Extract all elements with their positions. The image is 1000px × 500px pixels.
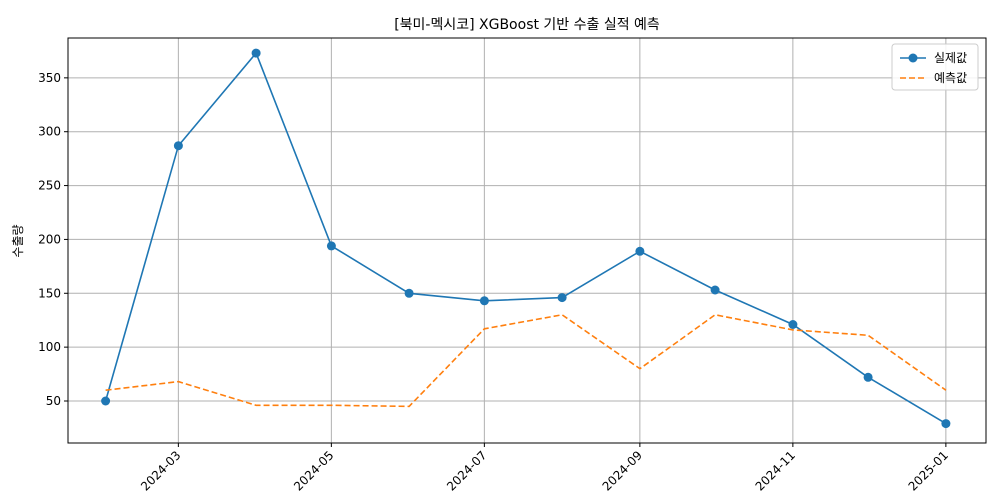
- x-tick-label: 2024-05: [291, 448, 336, 493]
- data-point: [479, 296, 489, 306]
- y-tick-label: 50: [46, 394, 61, 408]
- data-point: [173, 141, 183, 151]
- y-tick-label: 300: [38, 125, 61, 139]
- data-point: [404, 288, 414, 298]
- y-tick-label: 250: [38, 179, 61, 193]
- plot-area: [67, 37, 987, 444]
- data-point: [635, 246, 645, 256]
- legend-marker: [908, 53, 918, 63]
- axis-ticks: 50 100 150 200 250 300 350 2024-03 2024-05 2024-0…: [38, 71, 951, 494]
- data-point: [101, 396, 111, 406]
- data-point: [251, 48, 261, 58]
- series-layer: [101, 48, 951, 429]
- data-point: [710, 285, 720, 295]
- data-point: [557, 293, 567, 303]
- y-tick-label: 350: [38, 71, 61, 85]
- y-tick-label: 200: [38, 232, 61, 246]
- data-point: [941, 419, 951, 429]
- x-tick-label: 2024-11: [753, 448, 798, 493]
- data-point: [788, 320, 798, 329]
- legend-label: 예측값: [934, 71, 967, 85]
- series-line-predicted: [105, 313, 947, 408]
- x-tick-label: 2024-09: [600, 448, 645, 493]
- x-tick-label: 2025-01: [906, 448, 951, 493]
- legend-label: 실제값: [934, 51, 967, 65]
- series-line-actual: [104, 51, 947, 425]
- data-point: [326, 241, 336, 251]
- data-point: [863, 372, 873, 382]
- x-tick-label: 2024-07: [444, 448, 489, 493]
- y-tick-label: 150: [38, 286, 61, 300]
- grid: [68, 38, 986, 443]
- x-tick-label: 2024-03: [138, 448, 183, 493]
- y-axis-label: 수출량: [11, 224, 25, 257]
- chart-title: [북미-멕시코] XGBoost 기반 수출 실적 예측: [394, 17, 660, 33]
- y-tick-label: 100: [38, 340, 61, 354]
